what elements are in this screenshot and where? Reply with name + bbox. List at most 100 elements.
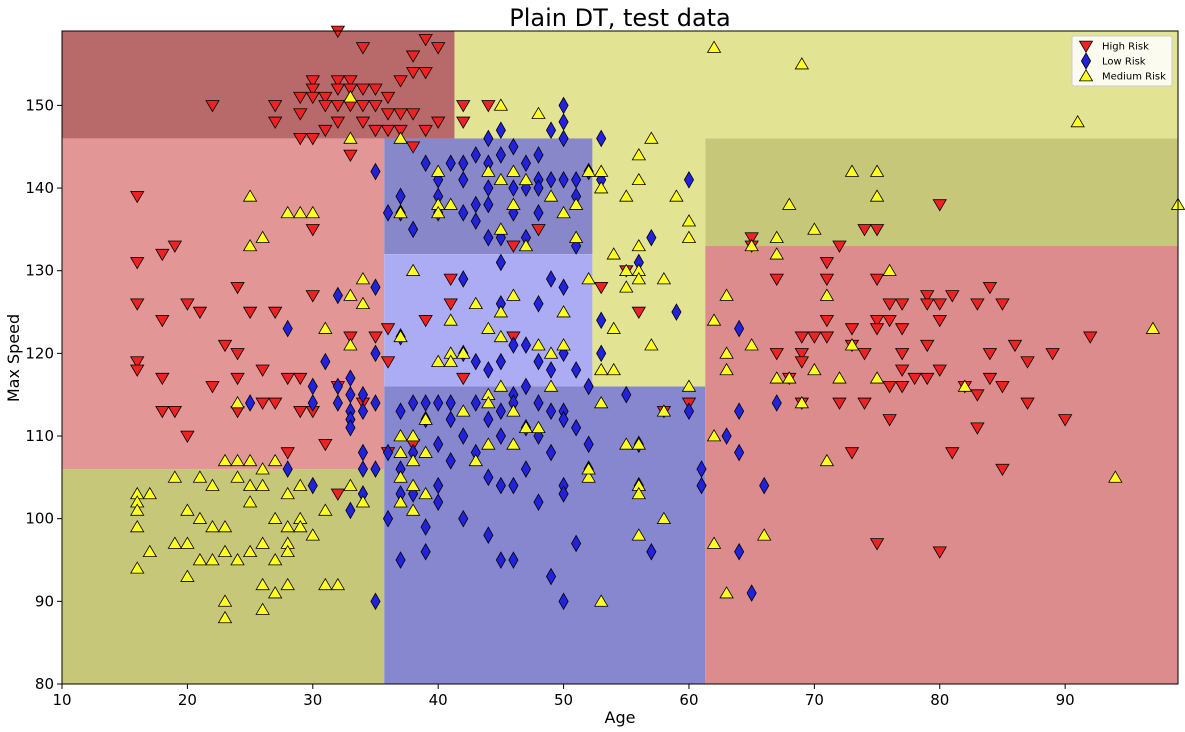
data-point bbox=[545, 121, 557, 139]
data-point bbox=[205, 381, 220, 394]
data-point bbox=[706, 429, 722, 442]
data-point bbox=[683, 170, 695, 189]
data-point bbox=[230, 470, 245, 483]
legend-marker bbox=[1078, 69, 1094, 82]
data-point bbox=[330, 25, 346, 38]
data-point bbox=[155, 248, 170, 262]
data-point bbox=[631, 528, 647, 541]
data-point bbox=[819, 288, 835, 301]
data-point bbox=[255, 230, 270, 243]
data-point bbox=[619, 280, 634, 293]
data-point bbox=[458, 427, 469, 445]
data-point bbox=[380, 124, 396, 138]
data-point bbox=[468, 296, 483, 310]
data-point bbox=[656, 272, 672, 285]
data-point bbox=[192, 306, 208, 320]
data-point bbox=[531, 420, 546, 434]
data-point bbox=[558, 170, 569, 189]
data-point bbox=[495, 146, 506, 164]
data-point bbox=[932, 364, 947, 377]
data-point bbox=[506, 437, 521, 450]
data-point bbox=[621, 385, 632, 404]
x-tick-label: 90 bbox=[1056, 691, 1075, 709]
data-point bbox=[382, 443, 394, 462]
data-point bbox=[970, 422, 985, 435]
data-point bbox=[180, 298, 195, 311]
data-point bbox=[1070, 114, 1085, 128]
data-point bbox=[757, 528, 772, 541]
data-point bbox=[771, 394, 782, 412]
data-point bbox=[167, 405, 183, 419]
data-point bbox=[280, 205, 295, 219]
data-point bbox=[443, 298, 458, 311]
data-point bbox=[405, 50, 421, 63]
data-point bbox=[869, 538, 885, 551]
x-tick-label: 80 bbox=[930, 691, 949, 709]
data-point bbox=[558, 592, 569, 611]
data-point bbox=[995, 463, 1010, 477]
data-point bbox=[543, 379, 559, 392]
decision-region bbox=[62, 31, 455, 139]
legend-marker bbox=[1078, 40, 1094, 53]
data-point bbox=[493, 172, 509, 186]
data-point bbox=[556, 205, 571, 219]
data-point bbox=[267, 397, 283, 410]
data-point bbox=[619, 189, 634, 202]
x-axis-label: Age bbox=[605, 708, 636, 727]
data-point bbox=[794, 356, 810, 369]
data-point bbox=[217, 339, 233, 353]
decision-region bbox=[62, 469, 385, 684]
data-point bbox=[819, 273, 835, 286]
data-point bbox=[558, 129, 569, 148]
data-point bbox=[332, 394, 343, 412]
data-point bbox=[568, 230, 584, 243]
data-point bbox=[305, 75, 320, 88]
data-point bbox=[142, 544, 157, 558]
x-tick-label: 20 bbox=[178, 691, 197, 709]
data-point bbox=[420, 518, 431, 536]
data-point bbox=[130, 257, 145, 270]
data-point bbox=[280, 372, 295, 386]
data-point bbox=[844, 447, 860, 460]
data-point bbox=[932, 199, 947, 212]
data-point bbox=[583, 377, 594, 396]
data-point bbox=[706, 536, 722, 549]
plot-frame bbox=[61, 30, 1179, 685]
y-tick-label: 80 bbox=[35, 675, 54, 693]
data-point bbox=[520, 336, 532, 354]
data-point bbox=[734, 443, 745, 462]
data-point bbox=[405, 67, 421, 80]
data-point bbox=[493, 222, 509, 235]
data-point bbox=[267, 116, 283, 129]
data-point bbox=[318, 503, 333, 516]
data-point bbox=[857, 348, 872, 361]
data-point bbox=[370, 460, 381, 478]
data-point bbox=[418, 67, 433, 80]
data-point bbox=[380, 323, 396, 336]
data-point bbox=[217, 594, 233, 607]
data-point bbox=[644, 131, 659, 144]
data-point bbox=[844, 323, 860, 336]
data-point bbox=[368, 100, 383, 113]
data-point bbox=[355, 100, 371, 113]
data-point bbox=[619, 437, 634, 450]
data-point bbox=[882, 315, 897, 328]
data-point bbox=[857, 397, 872, 410]
data-point bbox=[167, 240, 183, 253]
data-point bbox=[520, 154, 532, 173]
data-point bbox=[744, 338, 759, 351]
data-point bbox=[343, 288, 358, 301]
data-point bbox=[506, 240, 521, 253]
data-point bbox=[894, 348, 910, 361]
data-point bbox=[656, 511, 672, 524]
data-point bbox=[368, 331, 383, 344]
legend-label: Medium Risk bbox=[1102, 72, 1166, 83]
data-point bbox=[293, 133, 308, 146]
data-point bbox=[395, 402, 406, 421]
data-point bbox=[470, 212, 481, 230]
data-point bbox=[267, 100, 283, 113]
data-point bbox=[518, 420, 534, 434]
data-point bbox=[470, 394, 481, 412]
data-point bbox=[368, 124, 383, 138]
